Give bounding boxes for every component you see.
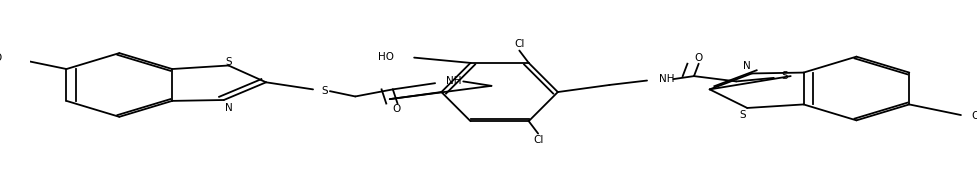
Text: O: O <box>694 53 702 63</box>
Text: N: N <box>225 103 233 113</box>
Text: O: O <box>392 104 401 114</box>
Text: Cl: Cl <box>514 39 524 49</box>
Text: S: S <box>320 86 327 96</box>
Text: N: N <box>743 61 750 71</box>
Text: O: O <box>970 111 977 121</box>
Text: HO: HO <box>377 52 393 62</box>
Text: S: S <box>739 110 745 120</box>
Text: O: O <box>0 53 2 62</box>
Text: Cl: Cl <box>532 135 543 145</box>
Text: S: S <box>781 71 787 81</box>
Text: NH: NH <box>446 76 461 86</box>
Text: NH: NH <box>658 74 674 84</box>
Text: S: S <box>225 57 232 67</box>
